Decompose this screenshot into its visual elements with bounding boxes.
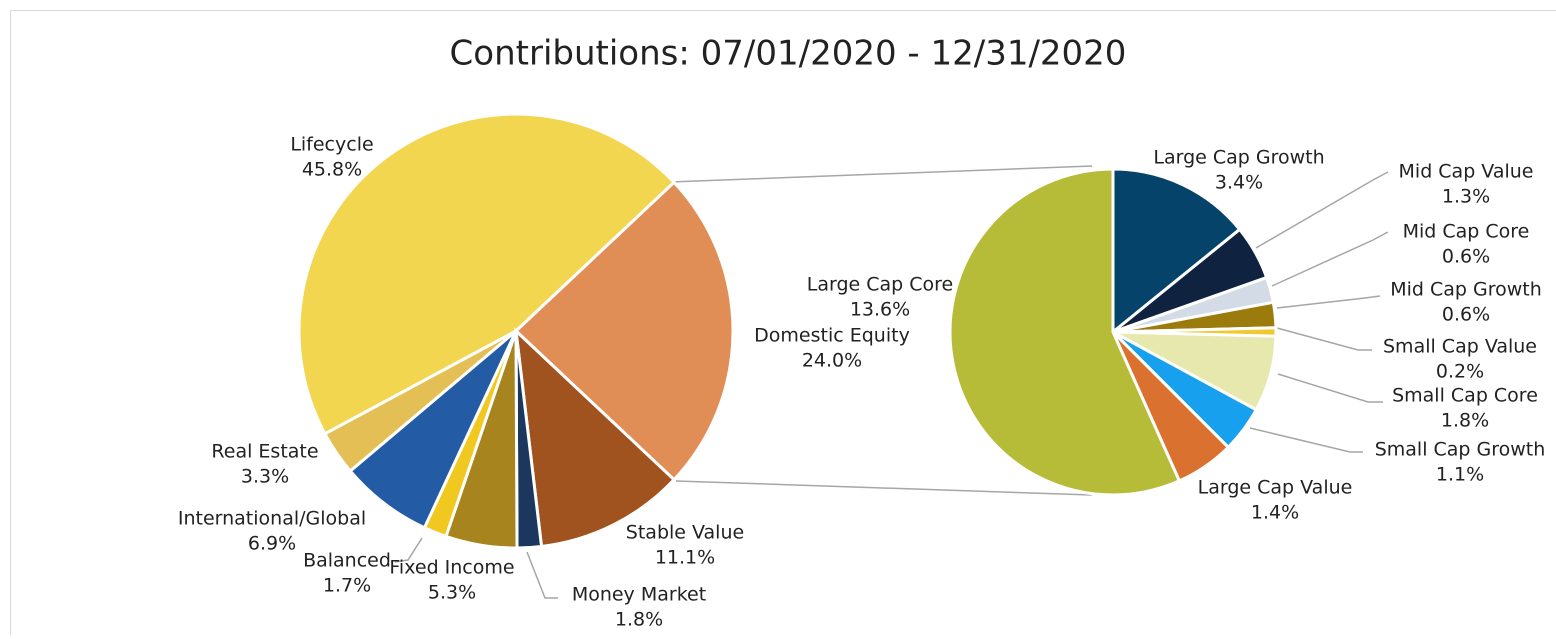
slice-label: Fixed Income xyxy=(389,557,514,579)
slice-label: International/Global xyxy=(178,508,366,530)
slice-value-label: 1.3% xyxy=(1442,186,1490,208)
slice-label: Mid Cap Value xyxy=(1399,161,1534,183)
slice-label: Stable Value xyxy=(626,522,744,544)
slice-value-label: 1.7% xyxy=(323,575,371,597)
slice-label: Mid Cap Growth xyxy=(1390,279,1542,301)
slice-value-label: 1.1% xyxy=(1436,464,1484,486)
slice-value-label: 11.1% xyxy=(655,547,715,569)
slice-label: Real Estate xyxy=(211,441,318,463)
slice-label: Money Market xyxy=(572,584,706,606)
slice-label: Small Cap Value xyxy=(1383,336,1537,358)
slice-value-label: 24.0% xyxy=(802,350,862,372)
slice-label: Small Cap Growth xyxy=(1375,439,1546,461)
slice-value-label: 0.6% xyxy=(1442,304,1490,326)
slice-label: Domestic Equity xyxy=(754,325,910,347)
slice-value-label: 0.6% xyxy=(1442,246,1490,268)
slice-value-label: 1.4% xyxy=(1251,502,1299,524)
slice-label: Small Cap Core xyxy=(1392,385,1538,407)
slice-label: Large Cap Growth xyxy=(1153,147,1324,169)
slice-value-label: 13.6% xyxy=(850,299,910,321)
chart-frame xyxy=(11,11,1556,636)
slice-value-label: 1.8% xyxy=(1441,410,1489,432)
slice-label: Mid Cap Core xyxy=(1403,221,1530,243)
slice-label: Lifecycle xyxy=(290,134,373,156)
slice-value-label: 45.8% xyxy=(302,159,362,181)
chart-title: Contributions: 07/01/2020 - 12/31/2020 xyxy=(450,34,1127,74)
slice-label: Balanced xyxy=(303,550,391,572)
slice-value-label: 3.3% xyxy=(241,466,289,488)
slice-value-label: 3.4% xyxy=(1215,172,1263,194)
slice-value-label: 5.3% xyxy=(428,582,476,604)
slice-value-label: 1.8% xyxy=(615,609,663,631)
slice-value-label: 0.2% xyxy=(1436,361,1484,383)
slice-value-label: 6.9% xyxy=(248,533,296,555)
slice-label: Large Cap Value xyxy=(1198,477,1353,499)
slice-label: Large Cap Core xyxy=(807,274,953,296)
